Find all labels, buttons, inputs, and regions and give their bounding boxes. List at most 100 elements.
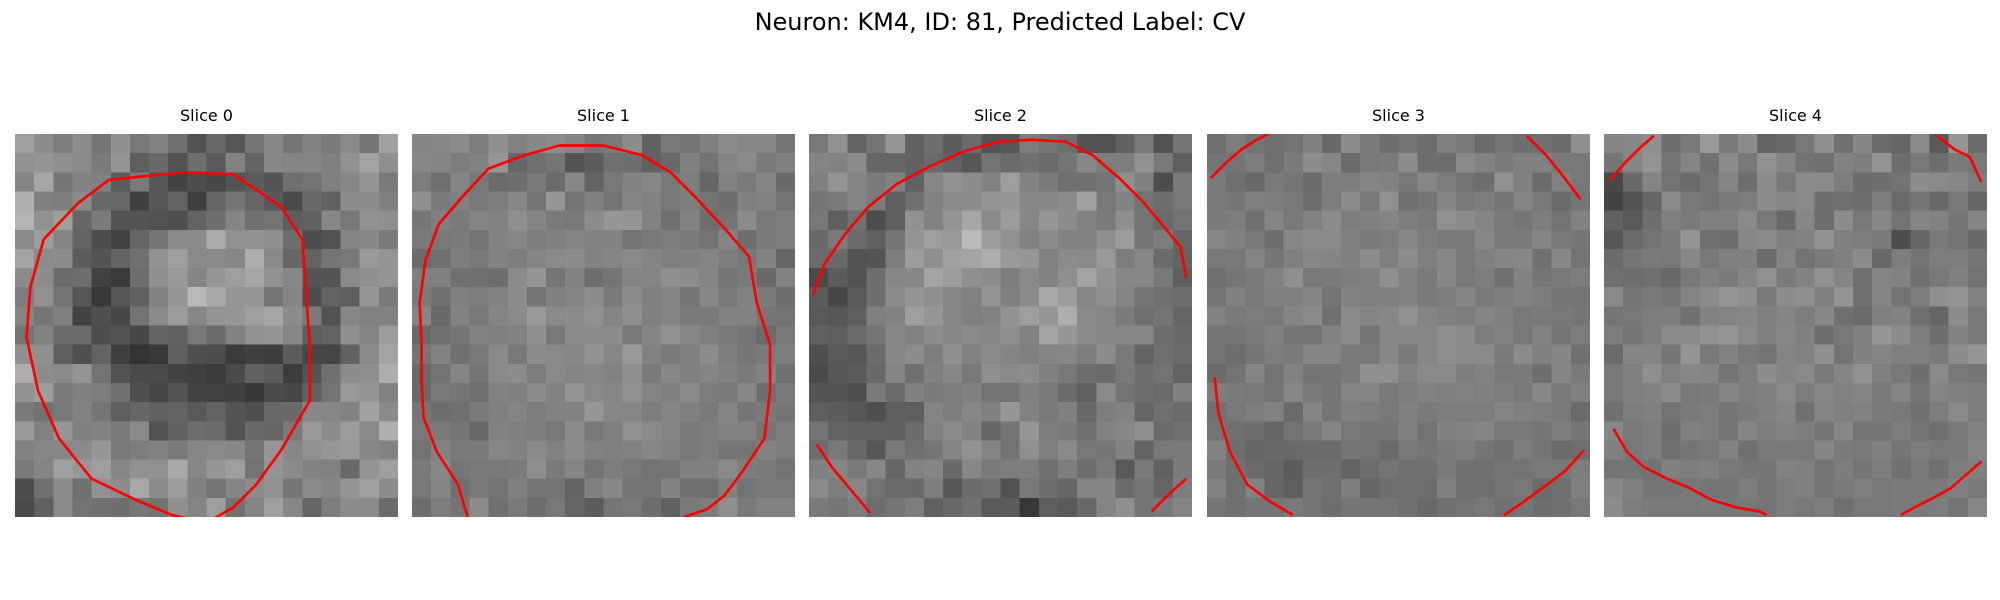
pixel-cell xyxy=(1642,153,1662,173)
pixel-cell xyxy=(1852,210,1873,231)
pixel-cell xyxy=(1642,287,1662,307)
pixel-cell xyxy=(1398,287,1419,307)
pixel-cell xyxy=(1226,497,1246,517)
pixel-cell xyxy=(1551,382,1572,403)
pixel-cell xyxy=(1455,172,1476,192)
pixel-cell xyxy=(1172,421,1192,441)
pixel-cell xyxy=(1264,440,1284,460)
pixel-cell xyxy=(1264,478,1284,499)
pixel-cell xyxy=(321,172,341,192)
pixel-cell xyxy=(1475,172,1495,192)
pixel-cell xyxy=(488,382,509,403)
pixel-cell xyxy=(981,153,1001,173)
pixel-cell xyxy=(584,363,604,384)
pixel-cell xyxy=(1038,402,1059,422)
pixel-cell xyxy=(1623,363,1643,384)
pixel-cell xyxy=(1661,382,1681,403)
pixel-cell xyxy=(962,363,982,384)
pixel-cell xyxy=(302,382,322,403)
pixel-cell xyxy=(1891,382,1911,403)
pixel-cell xyxy=(1661,172,1681,192)
pixel-cell xyxy=(187,344,207,365)
pixel-cell xyxy=(431,325,451,346)
pixel-cell xyxy=(885,134,906,154)
pixel-cell xyxy=(168,210,188,231)
pixel-cell xyxy=(1283,134,1304,154)
pixel-cell xyxy=(1661,363,1681,384)
pixel-cell xyxy=(1264,287,1284,307)
pixel-cell xyxy=(680,382,700,403)
pixel-cell xyxy=(1455,229,1476,250)
pixel-cell xyxy=(1321,191,1342,211)
pixel-cell xyxy=(225,382,246,403)
pixel-cell xyxy=(699,287,719,307)
pixel-cell xyxy=(1513,363,1533,384)
pixel-cell xyxy=(1795,325,1816,346)
pixel-cell xyxy=(1245,191,1265,211)
pixel-cell xyxy=(1000,363,1021,384)
pixel-cell xyxy=(943,210,963,231)
pixel-cell xyxy=(641,210,662,231)
pixel-cell xyxy=(1321,459,1342,480)
pixel-cell xyxy=(1134,306,1155,326)
pixel-cell xyxy=(775,134,795,154)
pixel-cell xyxy=(866,402,886,422)
pixel-cell xyxy=(1302,268,1323,288)
pixel-cell xyxy=(1096,153,1116,173)
pixel-cell xyxy=(809,153,829,173)
pixel-cell xyxy=(1532,382,1553,403)
pixel-cell xyxy=(412,134,432,154)
pixel-cell xyxy=(1680,382,1701,403)
pixel-cell xyxy=(699,153,719,173)
pixel-cell xyxy=(1718,134,1739,154)
pixel-cell xyxy=(1153,440,1174,460)
pixel-cell xyxy=(1019,268,1040,288)
pixel-cell xyxy=(904,402,925,422)
pixel-cell xyxy=(340,325,361,346)
pixel-cell xyxy=(1000,248,1021,269)
pixel-cell xyxy=(187,363,207,384)
pixel-cell xyxy=(1379,344,1399,365)
pixel-cell xyxy=(1245,459,1265,480)
pixel-cell xyxy=(1680,172,1701,192)
pixel-cell xyxy=(1000,306,1021,326)
pixel-cell xyxy=(340,440,361,460)
pixel-cell xyxy=(1699,402,1720,422)
pixel-cell xyxy=(981,325,1001,346)
pixel-cell xyxy=(1967,153,1987,173)
pixel-cell xyxy=(904,478,925,499)
pixel-cell xyxy=(1207,363,1227,384)
pixel-cell xyxy=(603,478,624,499)
pixel-cell xyxy=(1245,229,1265,250)
pixel-cell xyxy=(1283,210,1304,231)
pixel-cell xyxy=(1321,172,1342,192)
pixel-cell xyxy=(546,134,566,154)
pixel-cell xyxy=(565,268,585,288)
pixel-cell xyxy=(340,134,361,154)
pixel-cell xyxy=(1776,268,1796,288)
pixel-cell xyxy=(1264,268,1284,288)
pixel-cell xyxy=(1891,287,1911,307)
pixel-cell xyxy=(1623,344,1643,365)
pixel-cell xyxy=(378,421,398,441)
pixel-cell xyxy=(1570,287,1590,307)
pixel-cell xyxy=(1321,440,1342,460)
pixel-cell xyxy=(168,382,188,403)
pixel-cell xyxy=(1436,229,1457,250)
pixel-cell xyxy=(1341,382,1361,403)
pixel-cell xyxy=(565,421,585,441)
pixel-cell xyxy=(699,229,719,250)
pixel-cell xyxy=(34,325,54,346)
pixel-cell xyxy=(1680,248,1701,269)
pixel-cell xyxy=(660,153,681,173)
pixel-cell xyxy=(378,478,398,499)
pixel-cell xyxy=(885,248,906,269)
pixel-cell xyxy=(1699,134,1720,154)
pixel-cell xyxy=(1153,153,1174,173)
pixel-cell xyxy=(1494,191,1514,211)
pixel-cell xyxy=(885,363,906,384)
pixel-cell xyxy=(1910,325,1930,346)
pixel-cell xyxy=(1245,421,1265,441)
pixel-cell xyxy=(340,363,361,384)
pixel-cell xyxy=(1642,268,1662,288)
